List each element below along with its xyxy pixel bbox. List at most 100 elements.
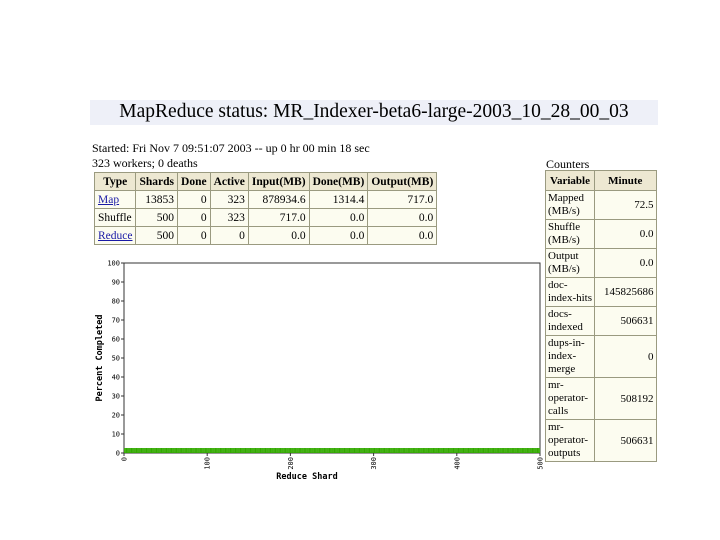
shard-bar	[445, 448, 447, 453]
shard-bar	[337, 448, 339, 453]
shard-bar	[243, 448, 245, 453]
counter-variable-line: dups-in-	[548, 337, 585, 349]
counter-variable: dups-in-index-merge	[545, 335, 595, 378]
shard-bar	[194, 448, 196, 453]
shard-bar	[436, 448, 438, 453]
shard-bar	[353, 448, 355, 453]
shard-bar	[256, 448, 258, 453]
shard-bar	[286, 448, 288, 453]
done-cell: 0	[177, 190, 211, 209]
shard-bar	[528, 448, 530, 453]
counter-variable: docs-indexed	[545, 306, 595, 336]
shard-bar	[267, 448, 269, 453]
shard-bar	[334, 448, 336, 453]
shard-bar	[248, 448, 250, 453]
x-tick-label: 200	[287, 457, 295, 470]
y-tick-label: 30	[112, 393, 120, 401]
shard-bar	[304, 448, 306, 453]
shard-bar	[242, 448, 244, 453]
col-output: Output(MB)	[367, 172, 438, 191]
shard-bar	[236, 448, 238, 453]
shard-bar	[320, 448, 322, 453]
shard-bar	[167, 448, 169, 453]
shard-bar	[262, 448, 264, 453]
shard-bar	[530, 448, 531, 453]
shard-bar	[503, 448, 505, 453]
counter-row: doc-index-hits 145825686	[545, 277, 657, 307]
shard-bar	[416, 448, 417, 453]
shard-bar	[330, 448, 332, 453]
shard-bar	[193, 448, 194, 453]
shard-bar	[459, 448, 461, 453]
job-type-cell: Map	[93, 190, 137, 209]
active-cell: 0	[209, 226, 249, 245]
shard-bar	[355, 448, 357, 453]
shard-bar	[389, 448, 391, 453]
counter-variable-line: index-	[548, 350, 577, 362]
shard-bar	[332, 448, 334, 453]
shard-bar	[219, 448, 221, 453]
table-row: Map 13853 0 323 878934.6 1314.4 717.0	[93, 190, 438, 209]
shard-bar	[187, 448, 189, 453]
shard-bar	[378, 448, 380, 453]
shard-bar	[239, 448, 241, 453]
shard-bar	[346, 448, 348, 453]
shard-bar	[453, 448, 455, 453]
col-type: Type	[93, 172, 137, 191]
shard-bar	[189, 448, 191, 453]
shard-bar	[454, 448, 456, 453]
shard-bar	[482, 448, 484, 453]
shard-bar	[241, 448, 243, 453]
shard-bar	[521, 448, 523, 453]
shard-bar	[532, 448, 534, 453]
shard-bar	[344, 448, 346, 453]
shard-bar	[360, 448, 362, 453]
shard-bar	[530, 448, 532, 453]
shard-bar	[539, 448, 541, 453]
shard-bar	[292, 448, 294, 453]
shard-bar	[177, 448, 179, 453]
shard-bar	[318, 448, 320, 453]
shard-bar	[317, 448, 318, 453]
shard-bar	[476, 448, 478, 453]
shard-bar	[233, 448, 235, 453]
shard-bar	[276, 448, 278, 453]
shard-bar	[324, 448, 326, 453]
shard-bar	[506, 448, 508, 453]
output-cell: 0.0	[367, 208, 438, 227]
jobs-table: Type Shards Done Active Input(MB) Done(M…	[93, 172, 438, 245]
shard-bar	[511, 448, 513, 453]
shard-bar	[381, 448, 382, 453]
shard-bar	[151, 448, 153, 453]
shards-cell: 500	[135, 226, 179, 245]
counter-variable-line: (MB/s)	[548, 234, 580, 246]
input-cell: 878934.6	[247, 190, 310, 209]
shard-bar	[509, 448, 511, 453]
shard-bar	[464, 448, 466, 453]
reduce-link[interactable]: Reduce	[98, 229, 133, 242]
map-link[interactable]: Map	[98, 193, 120, 206]
shard-bar	[171, 448, 173, 453]
shard-bar	[379, 448, 381, 453]
shard-bar	[341, 448, 343, 453]
shard-bar	[184, 448, 186, 453]
shard-bar	[477, 448, 479, 453]
shard-bar	[480, 448, 482, 453]
shard-bar	[351, 448, 353, 453]
shard-bar	[350, 448, 352, 453]
shard-bar	[269, 448, 271, 453]
shard-bar	[361, 448, 363, 453]
shard-bar	[229, 448, 231, 453]
job-type-cell: Shuffle	[93, 208, 137, 227]
shard-bar	[191, 448, 193, 453]
shard-bar	[403, 448, 405, 453]
shard-bar	[277, 448, 278, 453]
shard-bar	[152, 448, 154, 453]
counter-value: 145825686	[594, 277, 657, 307]
shard-bar	[188, 448, 190, 453]
shard-bar	[386, 448, 388, 453]
shard-bar	[460, 448, 462, 453]
shard-bar	[310, 448, 312, 453]
shard-bar	[258, 448, 260, 453]
shard-bar	[467, 448, 469, 453]
